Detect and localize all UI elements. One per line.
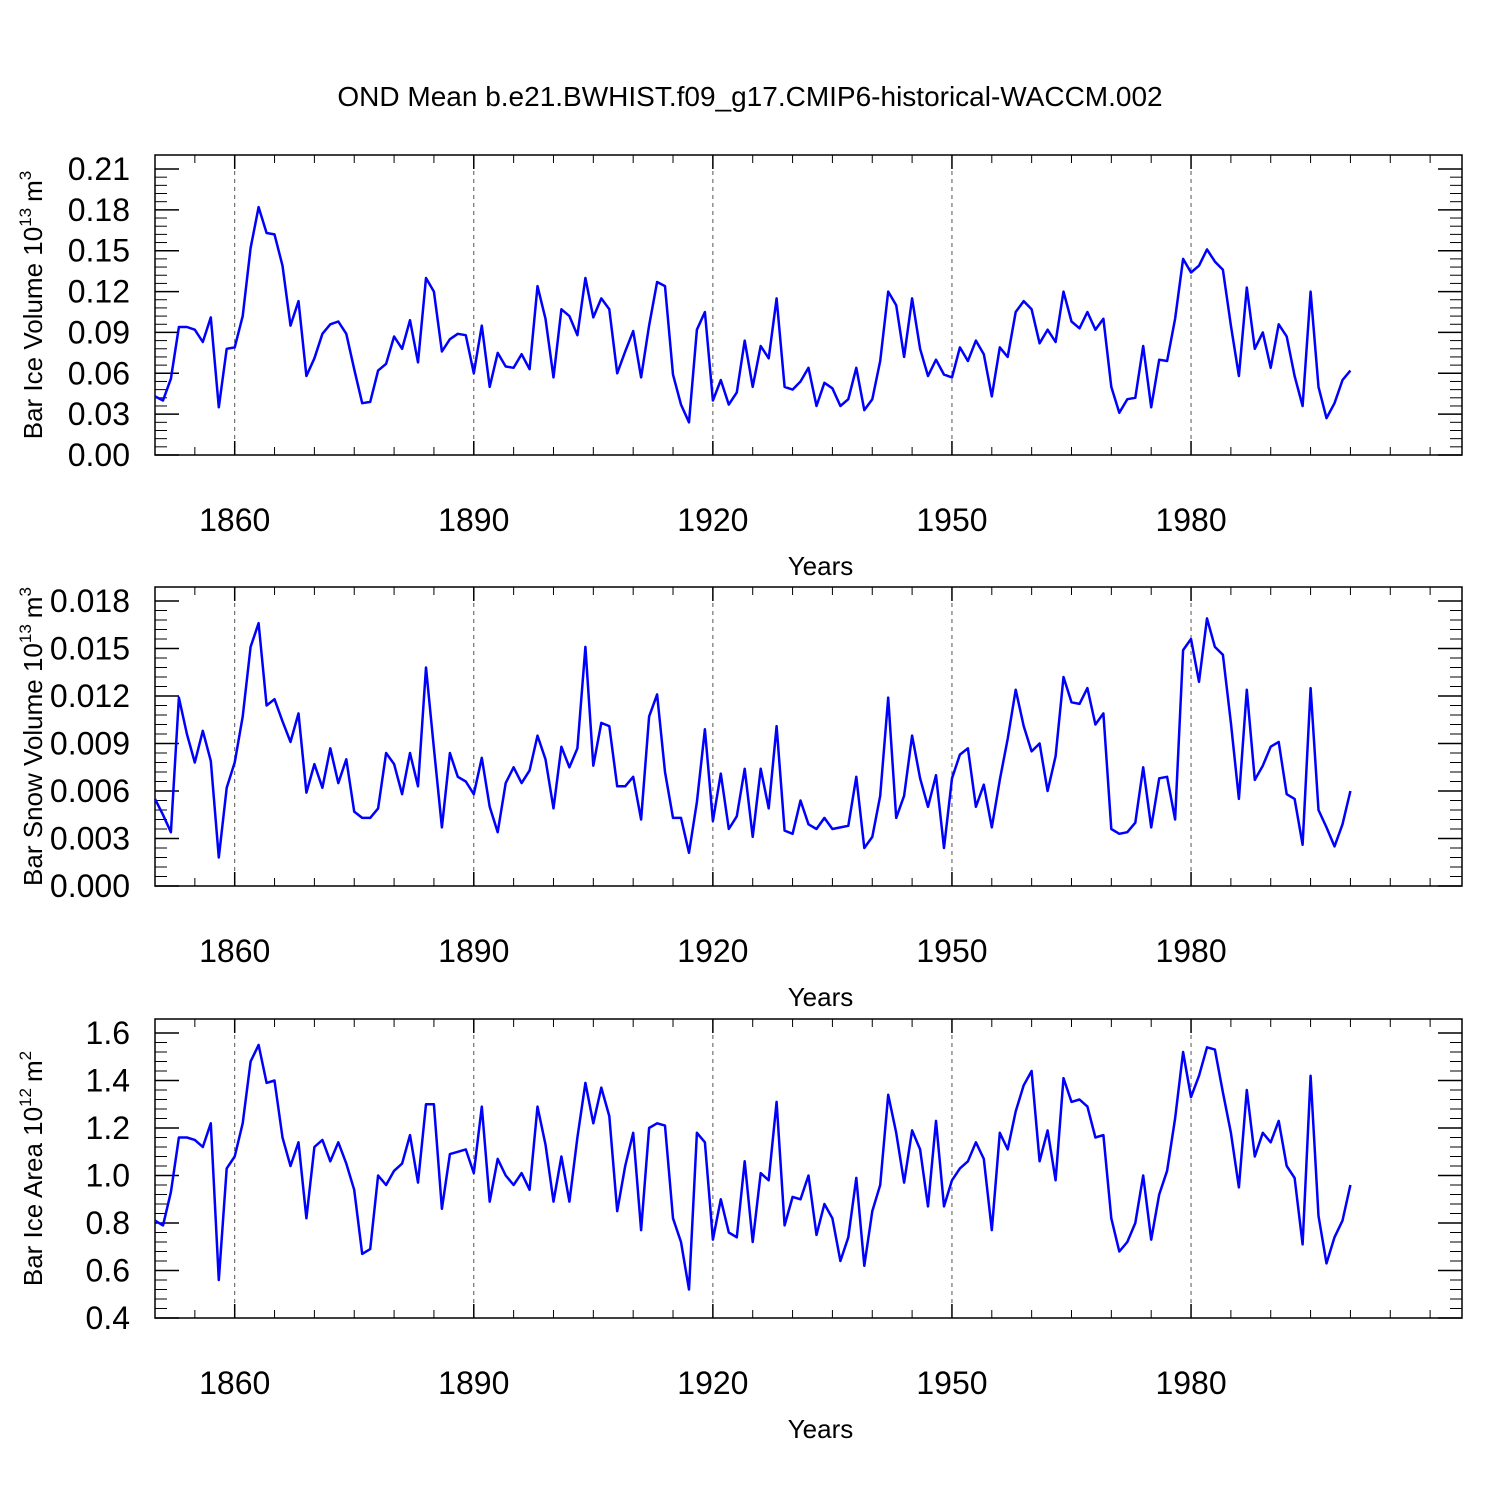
- series-line-ice-volume: [154, 205, 1352, 424]
- y-axis-label-exponent: 12: [16, 1088, 35, 1107]
- x-tick-label: 1890: [438, 933, 509, 969]
- x-axis-label: Years: [788, 1414, 854, 1444]
- y-axis-label-exponent: 13: [16, 208, 35, 227]
- x-tick-label: 1950: [916, 502, 987, 538]
- x-axis-label: Years: [788, 551, 854, 581]
- y-axis-label-unit-exponent: 2: [16, 1051, 35, 1060]
- y-axis-label-text: Bar Snow Volume 10: [18, 643, 48, 886]
- y-axis-label-unit: m: [18, 180, 48, 202]
- x-tick-label: 1950: [916, 933, 987, 969]
- y-tick-label: 1.0: [86, 1158, 130, 1194]
- y-tick-label: 0.03: [68, 396, 130, 432]
- y-tick-label: 0.000: [50, 868, 130, 904]
- y-axis-label-unit: m: [18, 1060, 48, 1082]
- y-tick-label: 0.018: [50, 583, 130, 619]
- y-tick-label: 1.2: [86, 1110, 130, 1146]
- y-tick-label: 0.00: [68, 437, 130, 473]
- y-axis-label: Bar Ice Area 1012 m2: [16, 1051, 48, 1286]
- y-tick-label: 0.09: [68, 314, 130, 350]
- y-axis-label: Bar Ice Volume 1013 m3: [16, 171, 48, 440]
- y-axis-label: Bar Snow Volume 1013 m3: [16, 587, 48, 886]
- x-tick-label: 1980: [1155, 1365, 1226, 1401]
- plot-frame: [154, 154, 1463, 456]
- plot-frame: [154, 586, 1463, 887]
- y-tick-label: 0.06: [68, 355, 130, 391]
- x-tick-label: 1860: [199, 933, 270, 969]
- plot-frame: [154, 1018, 1463, 1319]
- x-tick-label: 1860: [199, 502, 270, 538]
- x-tick-label: 1860: [199, 1365, 270, 1401]
- y-tick-label: 0.8: [86, 1205, 130, 1241]
- y-tick-label: 0.015: [50, 631, 130, 667]
- y-tick-label: 0.12: [68, 274, 130, 310]
- panel-bar-ice-area: 1860 1890 1920 1950 1980 0.4 0.6 0.8 1.0 1.2 1.4 1.…: [16, 1015, 1463, 1444]
- y-tick-label: 0.21: [68, 151, 130, 187]
- y-tick-label: 0.006: [50, 773, 130, 809]
- x-tick-label: 1920: [677, 1365, 748, 1401]
- y-tick-label: 0.4: [86, 1300, 130, 1336]
- x-tick-label: 1980: [1155, 502, 1226, 538]
- x-tick-label: 1980: [1155, 933, 1226, 969]
- y-axis-label-exponent: 13: [16, 624, 35, 643]
- y-tick-label: 0.6: [86, 1253, 130, 1289]
- y-axis-label-text: Bar Ice Area 10: [18, 1107, 48, 1286]
- x-tick-label: 1890: [438, 1365, 509, 1401]
- figure-title: OND Mean b.e21.BWHIST.f09_g17.CMIP6-hist…: [337, 81, 1163, 112]
- y-tick-label: 0.009: [50, 726, 130, 762]
- series-line-ice-area: [154, 1043, 1352, 1291]
- y-axis-label-unit: m: [18, 597, 48, 619]
- x-tick-label: 1950: [916, 1365, 987, 1401]
- y-tick-label: 0.012: [50, 678, 130, 714]
- y-tick-label: 0.15: [68, 233, 130, 269]
- x-tick-label: 1890: [438, 502, 509, 538]
- panel-bar-snow-volume: 1860 1890 1920 1950 1980 0.000 0.003 0.006 0.009…: [16, 583, 1463, 1012]
- y-axis-label-unit-exponent: 3: [16, 587, 35, 596]
- y-tick-label: 1.6: [86, 1015, 130, 1051]
- x-axis-label: Years: [788, 982, 854, 1012]
- x-tick-label: 1920: [677, 933, 748, 969]
- panel-bar-ice-volume: 1860 1890 1920 1950 1980 0.00 0.03 0.06 0.09 0.12…: [16, 151, 1463, 581]
- series-line-snow-volume: [153, 617, 1352, 859]
- y-axis-label-text: Bar Ice Volume 10: [18, 227, 48, 439]
- x-tick-label: 1920: [677, 502, 748, 538]
- y-tick-label: 0.003: [50, 821, 130, 857]
- y-axis-label-unit-exponent: 3: [16, 171, 35, 180]
- y-tick-label: 1.4: [86, 1063, 130, 1099]
- y-tick-label: 0.18: [68, 192, 130, 228]
